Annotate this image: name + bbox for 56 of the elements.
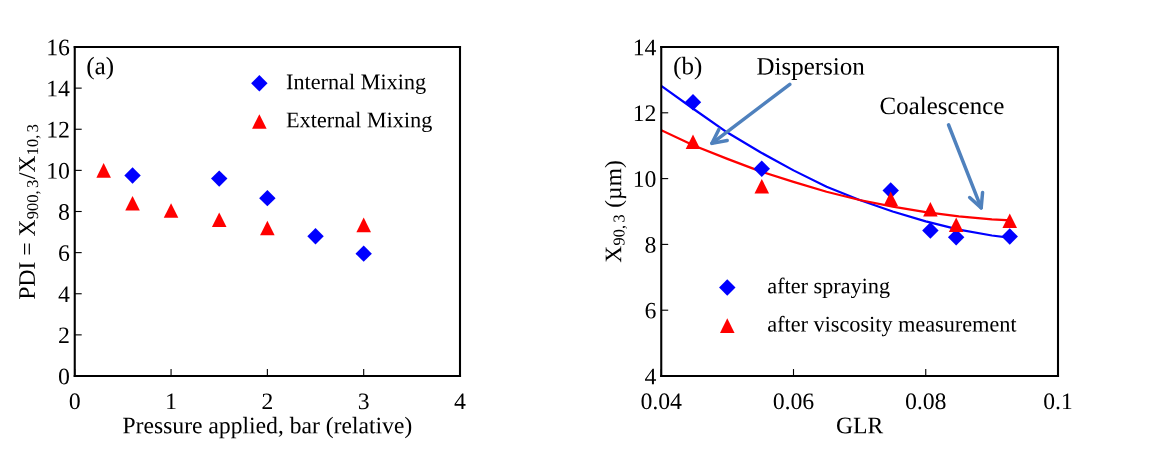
x-axis-title: Pressure applied, bar (relative): [123, 416, 412, 439]
point: [125, 195, 140, 211]
y-tick-label: 10: [48, 162, 69, 179]
point: [356, 217, 371, 233]
y-tick-label: 8: [58, 203, 69, 220]
y-tick-label: 8: [645, 236, 656, 253]
point: [259, 189, 276, 207]
point: [163, 203, 179, 218]
point: [124, 167, 141, 184]
point: [211, 170, 228, 187]
point: [685, 134, 701, 150]
y-tick-label: 0: [58, 368, 69, 385]
point: [1002, 213, 1018, 228]
y-tick-label: 12: [48, 121, 69, 138]
point: [684, 94, 702, 111]
x-tick-label: 0.06: [773, 393, 814, 410]
legend-label: External Mixing: [286, 111, 432, 133]
y-tick-label: 4: [645, 368, 657, 385]
x-tick-label: 2: [262, 393, 272, 410]
annotation: (a): [87, 56, 113, 80]
legend-label: after viscosity measurement: [768, 315, 1017, 337]
point: [754, 178, 770, 194]
y-tick-label: 16: [48, 39, 70, 56]
y-axis-title: X$_{90,3}$ (µm): [604, 161, 627, 263]
point: [1001, 228, 1018, 245]
y-tick-label: 6: [645, 302, 656, 319]
legend-label: after spraying: [768, 277, 890, 299]
x-tick-label: 0.04: [641, 393, 682, 410]
point: [211, 212, 227, 228]
x-tick-label: 0.1: [1044, 393, 1072, 410]
legend-label: Internal Mixing: [286, 73, 426, 94]
point: [923, 201, 938, 217]
y-axis-title: PDI = X$_{900,3}$/X$_{10,3}$: [19, 124, 41, 300]
point: [307, 227, 324, 245]
x-tick-label: 0.08: [905, 393, 946, 410]
point: [96, 163, 111, 178]
y-tick-label: 6: [59, 245, 70, 262]
annotation: Dispersion: [757, 58, 865, 80]
point: [355, 245, 372, 262]
y-tick-label: 4: [58, 286, 70, 302]
y-tick-label: 14: [48, 80, 70, 97]
point: [883, 191, 898, 206]
point: [753, 160, 770, 177]
annotation: Coalescence: [880, 96, 1004, 115]
point: [260, 220, 275, 236]
point: [922, 222, 939, 239]
y-tick-label: 12: [634, 105, 656, 121]
y-tick-label: 2: [59, 327, 69, 344]
annotation: (b): [674, 56, 702, 80]
point: [948, 217, 964, 232]
x-axis-title: GLR: [836, 417, 884, 434]
x-tick-label: 3: [358, 393, 369, 410]
x-tick-label: 1: [167, 393, 176, 410]
y-tick-label: 10: [634, 171, 656, 188]
y-tick-label: 14: [634, 39, 657, 56]
x-tick-label: 4: [454, 393, 466, 410]
